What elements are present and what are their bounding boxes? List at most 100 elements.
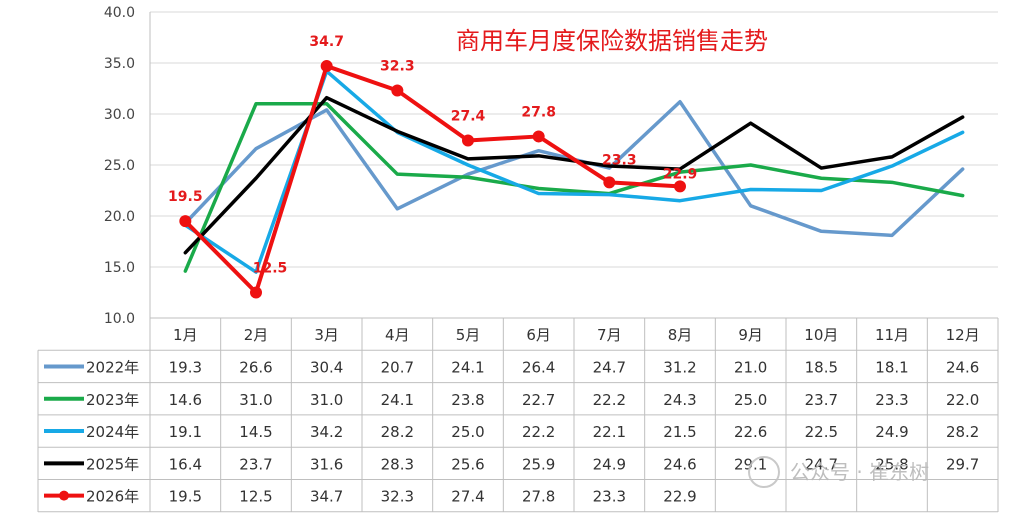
x-tick-label: 2月 — [244, 326, 269, 344]
table-cell: 22.2 — [593, 391, 626, 409]
table-cell: 24.3 — [663, 391, 696, 409]
gridlines: 10.0 15.0 20.0 25.0 30.0 35.0 40.0 — [104, 5, 998, 327]
data-point — [532, 130, 545, 143]
y-tick-label: 10.0 — [104, 311, 135, 327]
x-tick-label: 12月 — [946, 326, 980, 344]
series-line-2023年 — [183, 102, 965, 273]
data-label: 27.8 — [521, 104, 556, 120]
data-point — [391, 84, 404, 97]
table-cell: 20.7 — [381, 358, 414, 376]
table-cell: 27.4 — [451, 488, 484, 506]
legend-key — [44, 490, 84, 501]
table-cell: 22.1 — [593, 423, 626, 441]
y-tick-label: 20.0 — [104, 209, 135, 225]
table-cell: 26.4 — [522, 358, 555, 376]
table-cell: 12.5 — [239, 488, 272, 506]
table-cell: 22.0 — [946, 391, 979, 409]
table-cell: 23.3 — [593, 488, 626, 506]
watermark-text: 公众号 · 崔东树 — [790, 460, 929, 484]
table-cell: 31.2 — [663, 358, 696, 376]
table-cell: 34.2 — [310, 423, 343, 441]
x-tick-label: 7月 — [597, 326, 622, 344]
y-tick-label: 15.0 — [104, 260, 135, 276]
data-label: 27.4 — [451, 109, 486, 125]
legend-key-marker — [59, 490, 69, 501]
data-label: 23.3 — [602, 152, 637, 168]
table-cell: 24.1 — [381, 391, 414, 409]
table-cell: 25.9 — [522, 455, 555, 473]
table-cell: 21.0 — [734, 358, 767, 376]
y-tick-label: 35.0 — [104, 56, 135, 72]
chart-title: 商用车月度保险数据销售走势 — [456, 27, 768, 55]
data-point — [674, 180, 686, 193]
table-cell: 29.7 — [946, 455, 979, 473]
table-cell: 23.8 — [451, 391, 484, 409]
wechat-icon — [748, 456, 780, 488]
y-tick-label: 40.0 — [104, 5, 135, 21]
table-cell: 22.7 — [522, 391, 555, 409]
x-tick-label: 8月 — [668, 326, 693, 344]
data-table: 1月 2月 3月 4月 5月 6月 7月 8月 9月 10月 11月 12月 2022年 19.3 26.6… — [37, 317, 999, 513]
table-cell: 16.4 — [169, 455, 202, 473]
table-cell: 19.5 — [169, 488, 202, 506]
watermark: 公众号 · 崔东树 — [748, 456, 929, 488]
data-point — [462, 134, 474, 147]
table-cell: 22.2 — [522, 423, 555, 441]
series-lines — [183, 64, 965, 295]
table-cell: 19.1 — [169, 423, 202, 441]
data-point — [603, 176, 616, 189]
x-tick-label: 11月 — [875, 326, 909, 344]
table-cell: 21.5 — [663, 423, 696, 441]
data-point — [179, 215, 192, 228]
x-tick-label: 10月 — [804, 326, 838, 344]
table-cell: 26.6 — [239, 358, 272, 376]
table-cell: 22.5 — [805, 423, 838, 441]
legend-label: 2024年 — [86, 423, 139, 441]
data-label: 22.9 — [663, 166, 698, 182]
table-cell: 25.8 — [875, 455, 908, 473]
table-cell: 22.6 — [734, 423, 767, 441]
table-cell: 19.3 — [169, 358, 202, 376]
table-cell: 28.2 — [381, 423, 414, 441]
table-cell: 34.7 — [310, 488, 343, 506]
table-cell: 27.8 — [522, 488, 555, 506]
table-cell: 24.9 — [875, 423, 908, 441]
y-tick-label: 25.0 — [104, 158, 135, 174]
series-line-2025年 — [183, 95, 965, 255]
series-line-2026年 — [183, 64, 682, 295]
data-label: 12.5 — [253, 261, 288, 277]
table-cell: 24.7 — [593, 358, 626, 376]
table-cell: 18.1 — [875, 358, 908, 376]
table-cell: 24.9 — [593, 455, 626, 473]
table-cell: 25.0 — [451, 423, 484, 441]
legend-label: 2023年 — [86, 391, 139, 409]
x-tick-label: 1月 — [173, 326, 198, 344]
table-cell: 25.6 — [451, 455, 484, 473]
series-line-2024年 — [183, 69, 965, 274]
data-label: 32.3 — [380, 59, 415, 75]
x-tick-label: 9月 — [738, 326, 763, 344]
table-cell: 24.1 — [451, 358, 484, 376]
table-cell: 32.3 — [381, 488, 414, 506]
x-tick-label: 5月 — [456, 326, 481, 344]
table-cell: 14.5 — [239, 423, 272, 441]
data-label: 34.7 — [309, 34, 344, 50]
x-tick-label: 3月 — [314, 326, 339, 344]
table-cell: 31.0 — [239, 391, 272, 409]
table-cell: 24.7 — [805, 455, 838, 473]
table-cell: 24.6 — [663, 455, 696, 473]
table-cell: 23.7 — [239, 455, 272, 473]
legend-label: 2026年 — [86, 488, 139, 506]
table-cell: 24.6 — [946, 358, 979, 376]
table-cell: 23.3 — [875, 391, 908, 409]
data-point — [250, 286, 262, 299]
table-cell: 14.6 — [169, 391, 202, 409]
table-cell: 31.6 — [310, 455, 343, 473]
x-tick-label: 6月 — [526, 326, 551, 344]
table-cell: 23.7 — [805, 391, 838, 409]
table-cell: 25.0 — [734, 391, 767, 409]
data-point — [320, 60, 333, 73]
series-line-2022年 — [183, 100, 965, 238]
legend-label: 2022年 — [86, 358, 139, 376]
